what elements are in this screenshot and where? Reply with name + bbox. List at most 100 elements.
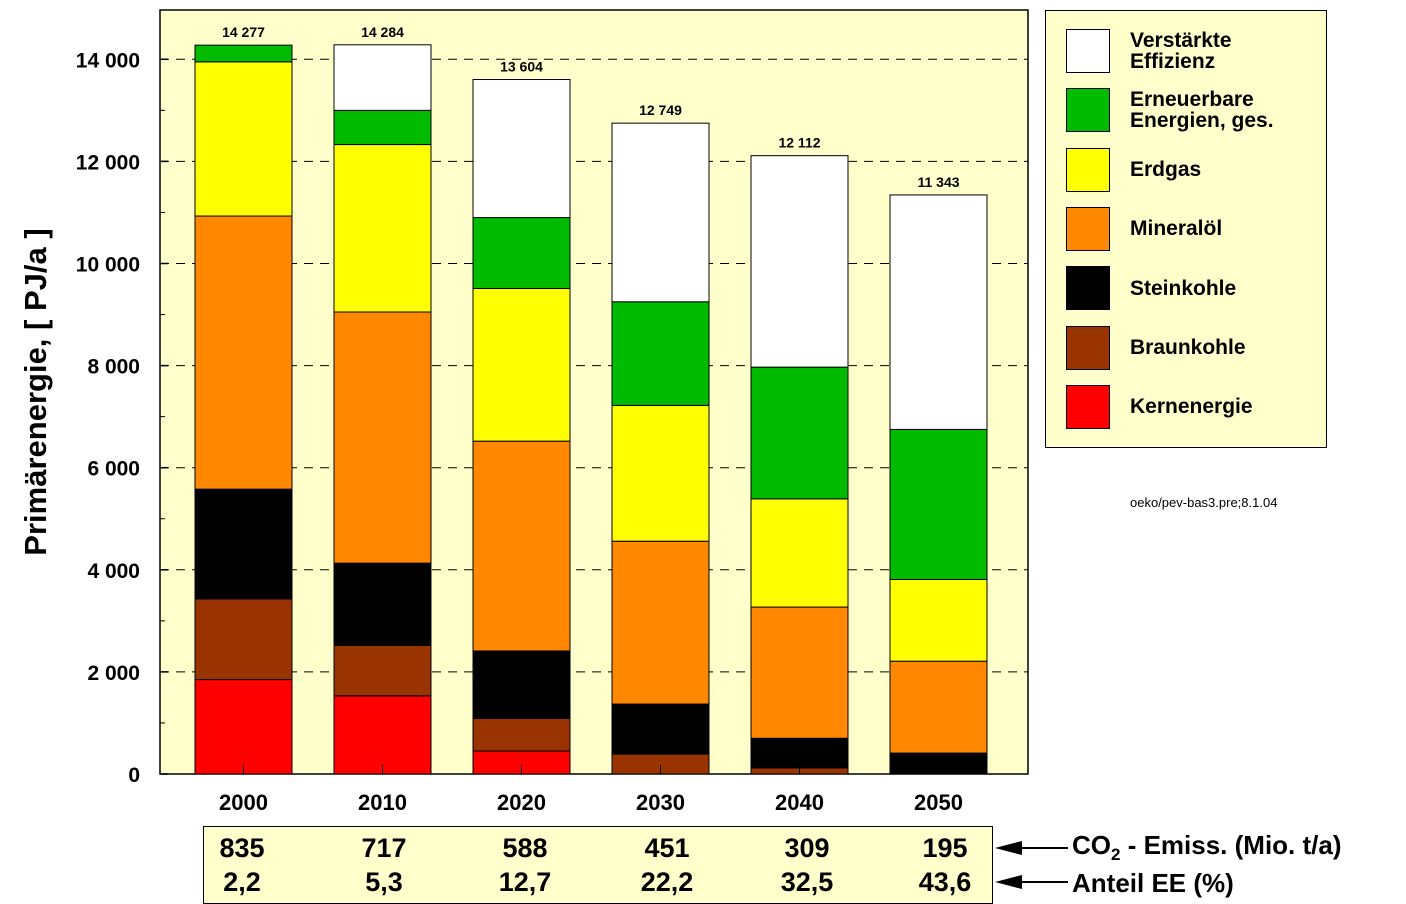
y-axis-label: Primärenergie, [ PJ/a ] bbox=[18, 228, 53, 555]
y-tick-label: 10 000 bbox=[76, 254, 140, 277]
bar-segment bbox=[472, 717, 571, 752]
bar-segment bbox=[333, 644, 432, 697]
bar-total-label: 14 284 bbox=[361, 24, 404, 40]
bar-segment bbox=[333, 311, 432, 564]
bar-segment bbox=[333, 144, 432, 313]
bar-segment bbox=[611, 404, 710, 542]
co2-value: 717 bbox=[361, 833, 407, 863]
stats-table: 835 717 588 451 309 195 2,2 5,3 12,7 22,2 32,5 43,… bbox=[203, 826, 993, 904]
arrow-head bbox=[995, 875, 1022, 889]
co2-label-sub: 2 bbox=[1111, 845, 1121, 864]
ee-share-value: 5,3 bbox=[365, 867, 403, 897]
x-tick-label: 2000 bbox=[219, 790, 268, 815]
bar-segment bbox=[611, 703, 710, 755]
co2-row: 835 717 588 451 309 195 bbox=[204, 831, 992, 865]
legend-label: Erneuerbare Energien, ges. bbox=[1130, 88, 1274, 133]
bar-segment bbox=[194, 61, 293, 217]
legend-item: Steinkohle bbox=[1066, 265, 1236, 311]
bar-segment bbox=[194, 215, 293, 490]
legend-label: Kernenergie bbox=[1130, 395, 1253, 419]
ee-row: 2,2 5,3 12,7 22,2 32,5 43,6 bbox=[204, 865, 992, 899]
bar-total-label: 12 749 bbox=[639, 102, 682, 118]
ee-share-value: 43,6 bbox=[918, 867, 972, 897]
x-tick-label: 2040 bbox=[775, 790, 824, 815]
bar-segment bbox=[611, 301, 710, 406]
y-tick-label: 8 000 bbox=[87, 356, 140, 379]
co2-value: 195 bbox=[922, 833, 968, 863]
legend-label: Verstärkte Effizienz bbox=[1130, 29, 1232, 73]
bar-segment bbox=[889, 578, 988, 662]
co2-value: 835 bbox=[219, 833, 265, 863]
ee-share-value: 12,7 bbox=[498, 867, 552, 897]
legend-swatch bbox=[1066, 88, 1110, 133]
bar-total-label: 11 343 bbox=[917, 174, 959, 190]
arrow-head bbox=[995, 841, 1022, 855]
y-tick-label: 2 000 bbox=[87, 662, 140, 685]
ee-row-label: Anteil EE (%) bbox=[1072, 868, 1234, 898]
bar-segment bbox=[472, 650, 571, 719]
legend-item: Erdgas bbox=[1066, 147, 1201, 193]
co2-label-main: CO bbox=[1072, 830, 1111, 860]
bar-segment bbox=[333, 695, 432, 775]
bar-segment bbox=[750, 155, 849, 368]
bar-segment bbox=[611, 122, 710, 303]
bar-segment bbox=[472, 288, 571, 442]
x-tick-label: 2010 bbox=[358, 790, 407, 815]
y-tick-label: 4 000 bbox=[87, 560, 140, 583]
bar-total-label: 13 604 bbox=[500, 59, 543, 75]
ee-share-value: 32,5 bbox=[780, 867, 834, 897]
bar-segment bbox=[333, 44, 432, 111]
legend-item: Verstärkte Effizienz bbox=[1066, 28, 1232, 74]
bar-segment bbox=[750, 737, 849, 769]
bar-segment bbox=[333, 562, 432, 646]
legend-swatch bbox=[1066, 325, 1110, 370]
legend-swatch bbox=[1066, 266, 1110, 311]
source-note: oeko/pev-bas3.pre;8.1.04 bbox=[1130, 495, 1278, 510]
bars: 14 277 14 284 13 604 12 749 12 112 11 343 bbox=[194, 24, 988, 775]
bar-segment bbox=[611, 540, 710, 705]
x-axis: 2000 2010 2020 2030 2040 2050 bbox=[219, 765, 963, 815]
bar-segment bbox=[750, 606, 849, 739]
plot-area bbox=[159, 9, 1029, 775]
y-tick-label: 12 000 bbox=[76, 151, 140, 174]
legend-label: Erdgas bbox=[1130, 158, 1202, 182]
y-tick-label: 14 000 bbox=[76, 49, 140, 72]
legend-item: Braunkohle bbox=[1066, 325, 1246, 371]
bar-segment bbox=[194, 679, 293, 775]
bar-segment bbox=[333, 109, 432, 146]
bar-segment bbox=[194, 44, 293, 63]
legend-item: Kernenergie bbox=[1066, 384, 1253, 430]
bar-segment bbox=[889, 194, 988, 430]
y-tick-label: 0 bbox=[128, 764, 140, 787]
bar-segment bbox=[750, 366, 849, 500]
legend-swatch bbox=[1066, 29, 1110, 73]
bar-total-label: 12 112 bbox=[778, 135, 820, 151]
bar-segment bbox=[472, 79, 571, 219]
x-tick-label: 2030 bbox=[636, 790, 685, 815]
legend-swatch bbox=[1066, 147, 1110, 192]
table-arrows bbox=[995, 841, 1068, 889]
co2-label-rest: - Emiss. (Mio. t/a) bbox=[1120, 830, 1342, 860]
legend-item: Erneuerbare Energien, ges. bbox=[1066, 87, 1274, 133]
x-tick-label: 2020 bbox=[497, 790, 546, 815]
bar-segment bbox=[889, 660, 988, 754]
y-axis: 0 2 000 4 000 6 000 8 000 10 000 12 000 14 000 bbox=[76, 49, 168, 787]
legend-label: Mineralöl bbox=[1130, 217, 1223, 241]
co2-row-label: CO2 - Emiss. (Mio. t/a) bbox=[1072, 828, 1342, 872]
ee-share-value: 22,2 bbox=[640, 867, 694, 897]
grid-lines bbox=[160, 58, 1028, 673]
legend-swatch bbox=[1066, 384, 1110, 429]
bar-segment bbox=[472, 217, 571, 290]
ee-share-value: 2,2 bbox=[223, 867, 261, 897]
legend: Verstärkte Effizienz Erneuerbare Energien… bbox=[1045, 10, 1327, 448]
co2-value: 588 bbox=[502, 833, 548, 863]
legend-label: Steinkohle bbox=[1130, 276, 1237, 300]
co2-value: 451 bbox=[644, 833, 690, 863]
bar-segment bbox=[472, 440, 571, 652]
co2-value: 309 bbox=[784, 833, 830, 863]
x-tick-label: 2050 bbox=[914, 790, 963, 815]
y-tick-label: 6 000 bbox=[87, 458, 140, 481]
bar-segment bbox=[889, 428, 988, 580]
legend-item: Mineralöl bbox=[1066, 206, 1222, 252]
